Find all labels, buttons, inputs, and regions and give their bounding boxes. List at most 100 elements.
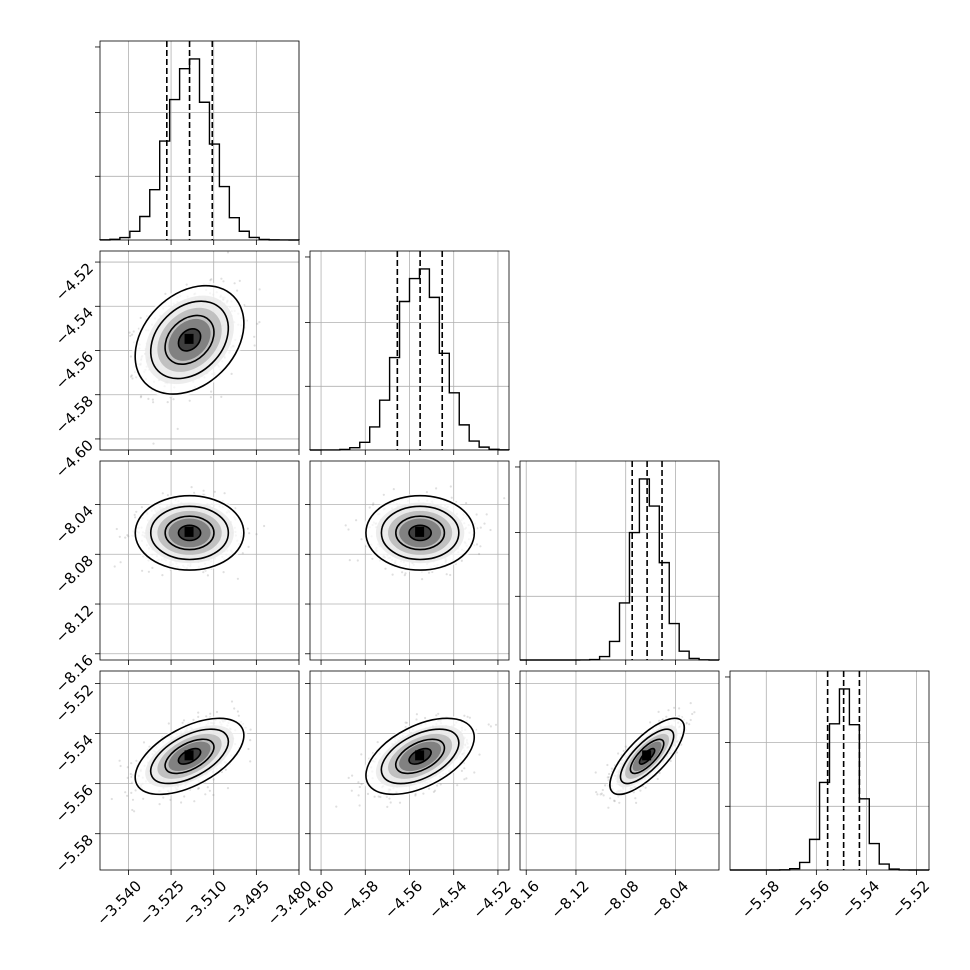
contour-line (134, 717, 245, 796)
sample-point (404, 721, 407, 724)
sample-point (355, 519, 358, 522)
sample-point (134, 789, 137, 792)
sample-point (479, 545, 482, 548)
sample-point (213, 490, 216, 493)
sample-point (460, 769, 463, 773)
density-peak (184, 750, 194, 761)
sample-point (119, 561, 122, 564)
sample-point (181, 721, 184, 724)
sample-point (463, 778, 466, 781)
sample-point (151, 566, 154, 570)
sample-point (391, 573, 394, 576)
sample-point (188, 399, 191, 402)
sample-point (475, 543, 479, 546)
sample-point (675, 751, 679, 754)
sample-point (348, 559, 351, 562)
scatter-panel-4-3 (515, 670, 720, 875)
sample-point (129, 334, 132, 337)
sample-point (222, 280, 225, 283)
sample-point (236, 289, 239, 292)
sample-point (449, 573, 452, 577)
sample-point (206, 574, 209, 577)
sample-point (126, 534, 129, 537)
sample-point (360, 783, 363, 786)
sample-point (126, 776, 129, 780)
sample-point (209, 396, 212, 399)
sample-point (124, 536, 127, 539)
histogram-panel-4 (725, 670, 930, 875)
sample-point (226, 251, 230, 254)
sample-point (263, 524, 266, 528)
sample-point (468, 716, 471, 719)
contour-line (149, 728, 230, 785)
panel-frame (99, 40, 300, 241)
scatter-panel-4-1 (95, 670, 300, 875)
sample-point (439, 783, 442, 786)
sample-point (613, 800, 616, 803)
sample-point (644, 786, 647, 789)
sample-point (604, 784, 607, 787)
sample-point (667, 709, 670, 712)
sample-point (437, 712, 440, 715)
sample-point (110, 797, 113, 801)
sample-point (208, 789, 211, 792)
sample-point (204, 793, 207, 796)
sample-point (247, 747, 250, 751)
scatter-panel-3-1 (95, 460, 300, 665)
sample-point (197, 787, 200, 790)
panel-frame (519, 460, 720, 661)
contour-line (134, 284, 245, 395)
sample-point (258, 321, 261, 324)
sample-point (489, 528, 492, 532)
sample-point (118, 535, 121, 538)
sample-point (347, 776, 350, 780)
sample-point (401, 571, 404, 574)
density-peak (415, 526, 425, 537)
contour-line (164, 738, 215, 775)
sample-point (210, 278, 213, 281)
sample-point (373, 795, 376, 798)
sample-point (131, 808, 134, 812)
sample-point (253, 335, 256, 338)
sample-point (398, 801, 402, 804)
sample-point (466, 715, 469, 718)
sample-point (424, 716, 427, 720)
sample-point (463, 714, 466, 717)
contour-line (177, 327, 202, 352)
sample-point (246, 527, 249, 530)
sample-point (152, 401, 155, 404)
sample-point (130, 762, 133, 765)
sample-point (135, 759, 138, 762)
sample-point (427, 571, 431, 574)
sample-point (197, 787, 200, 790)
sample-point (151, 398, 154, 401)
sample-point (371, 557, 374, 560)
sample-point (129, 355, 132, 358)
histogram-step (309, 268, 510, 451)
contour-line (408, 524, 433, 542)
sample-point (483, 522, 486, 525)
sample-point (388, 797, 391, 800)
scatter-panel-3-2 (305, 460, 510, 665)
sample-point (124, 791, 127, 794)
sample-point (220, 277, 223, 280)
sample-point (119, 764, 122, 768)
sample-point (167, 722, 170, 725)
contour-line (365, 717, 476, 796)
sample-point (360, 538, 363, 541)
sample-point (450, 496, 453, 499)
sample-point (386, 805, 389, 809)
sample-point (139, 396, 142, 399)
sample-point (403, 574, 406, 577)
sample-point (357, 781, 360, 784)
sample-point (366, 792, 370, 796)
sample-point (371, 503, 375, 506)
panel-frame (99, 460, 300, 661)
contour-line (380, 728, 460, 785)
sample-point (190, 486, 193, 489)
sample-point (169, 798, 172, 802)
sample-point (372, 502, 375, 505)
sample-point (202, 571, 205, 574)
sample-point (133, 513, 136, 517)
histogram-step (730, 688, 929, 871)
